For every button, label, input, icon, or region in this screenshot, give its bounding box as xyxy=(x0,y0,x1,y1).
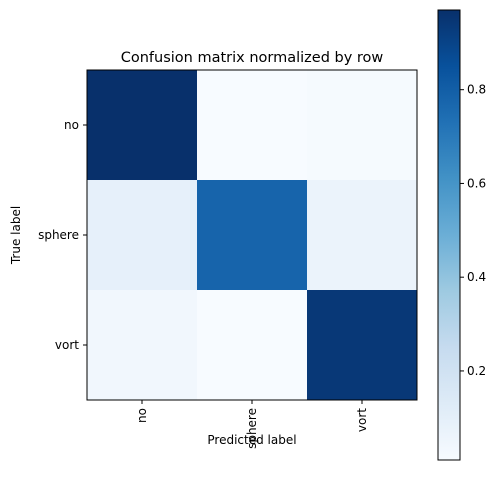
colorbar-tick-label: 0.4 xyxy=(467,270,486,284)
x-tick-label: sphere xyxy=(245,408,259,449)
y-axis-ticks: no sphere vort xyxy=(38,118,87,352)
colorbar xyxy=(437,9,461,461)
heatmap-cell xyxy=(87,290,198,401)
heatmap-cell xyxy=(307,70,418,181)
colorbar-tick-label: 0.6 xyxy=(467,176,486,190)
y-tick-label: sphere xyxy=(38,228,79,242)
x-tick-label: no xyxy=(135,408,149,423)
colorbar-ticks: 0.2 0.4 0.6 0.8 xyxy=(460,83,486,378)
heatmap-cells xyxy=(87,70,418,401)
y-tick-label: no xyxy=(64,118,79,132)
y-axis-label: True label xyxy=(9,206,23,265)
colorbar-tick-label: 0.2 xyxy=(467,364,486,378)
heatmap-cell xyxy=(197,70,308,181)
x-tick-label: vort xyxy=(355,408,369,432)
heatmap-cell xyxy=(307,290,418,401)
heatmap-cell xyxy=(197,290,308,401)
heatmap-cell xyxy=(87,70,198,181)
colorbar-tick-label: 0.8 xyxy=(467,83,486,97)
heatmap-cell xyxy=(87,180,198,291)
chart-title: Confusion matrix normalized by row xyxy=(121,50,384,66)
heatmap-cell xyxy=(307,180,418,291)
x-axis-label: Predicted label xyxy=(207,433,296,447)
x-axis-ticks: no sphere vort xyxy=(135,400,369,449)
y-tick-label: vort xyxy=(55,338,79,352)
heatmap-cell xyxy=(197,180,308,291)
